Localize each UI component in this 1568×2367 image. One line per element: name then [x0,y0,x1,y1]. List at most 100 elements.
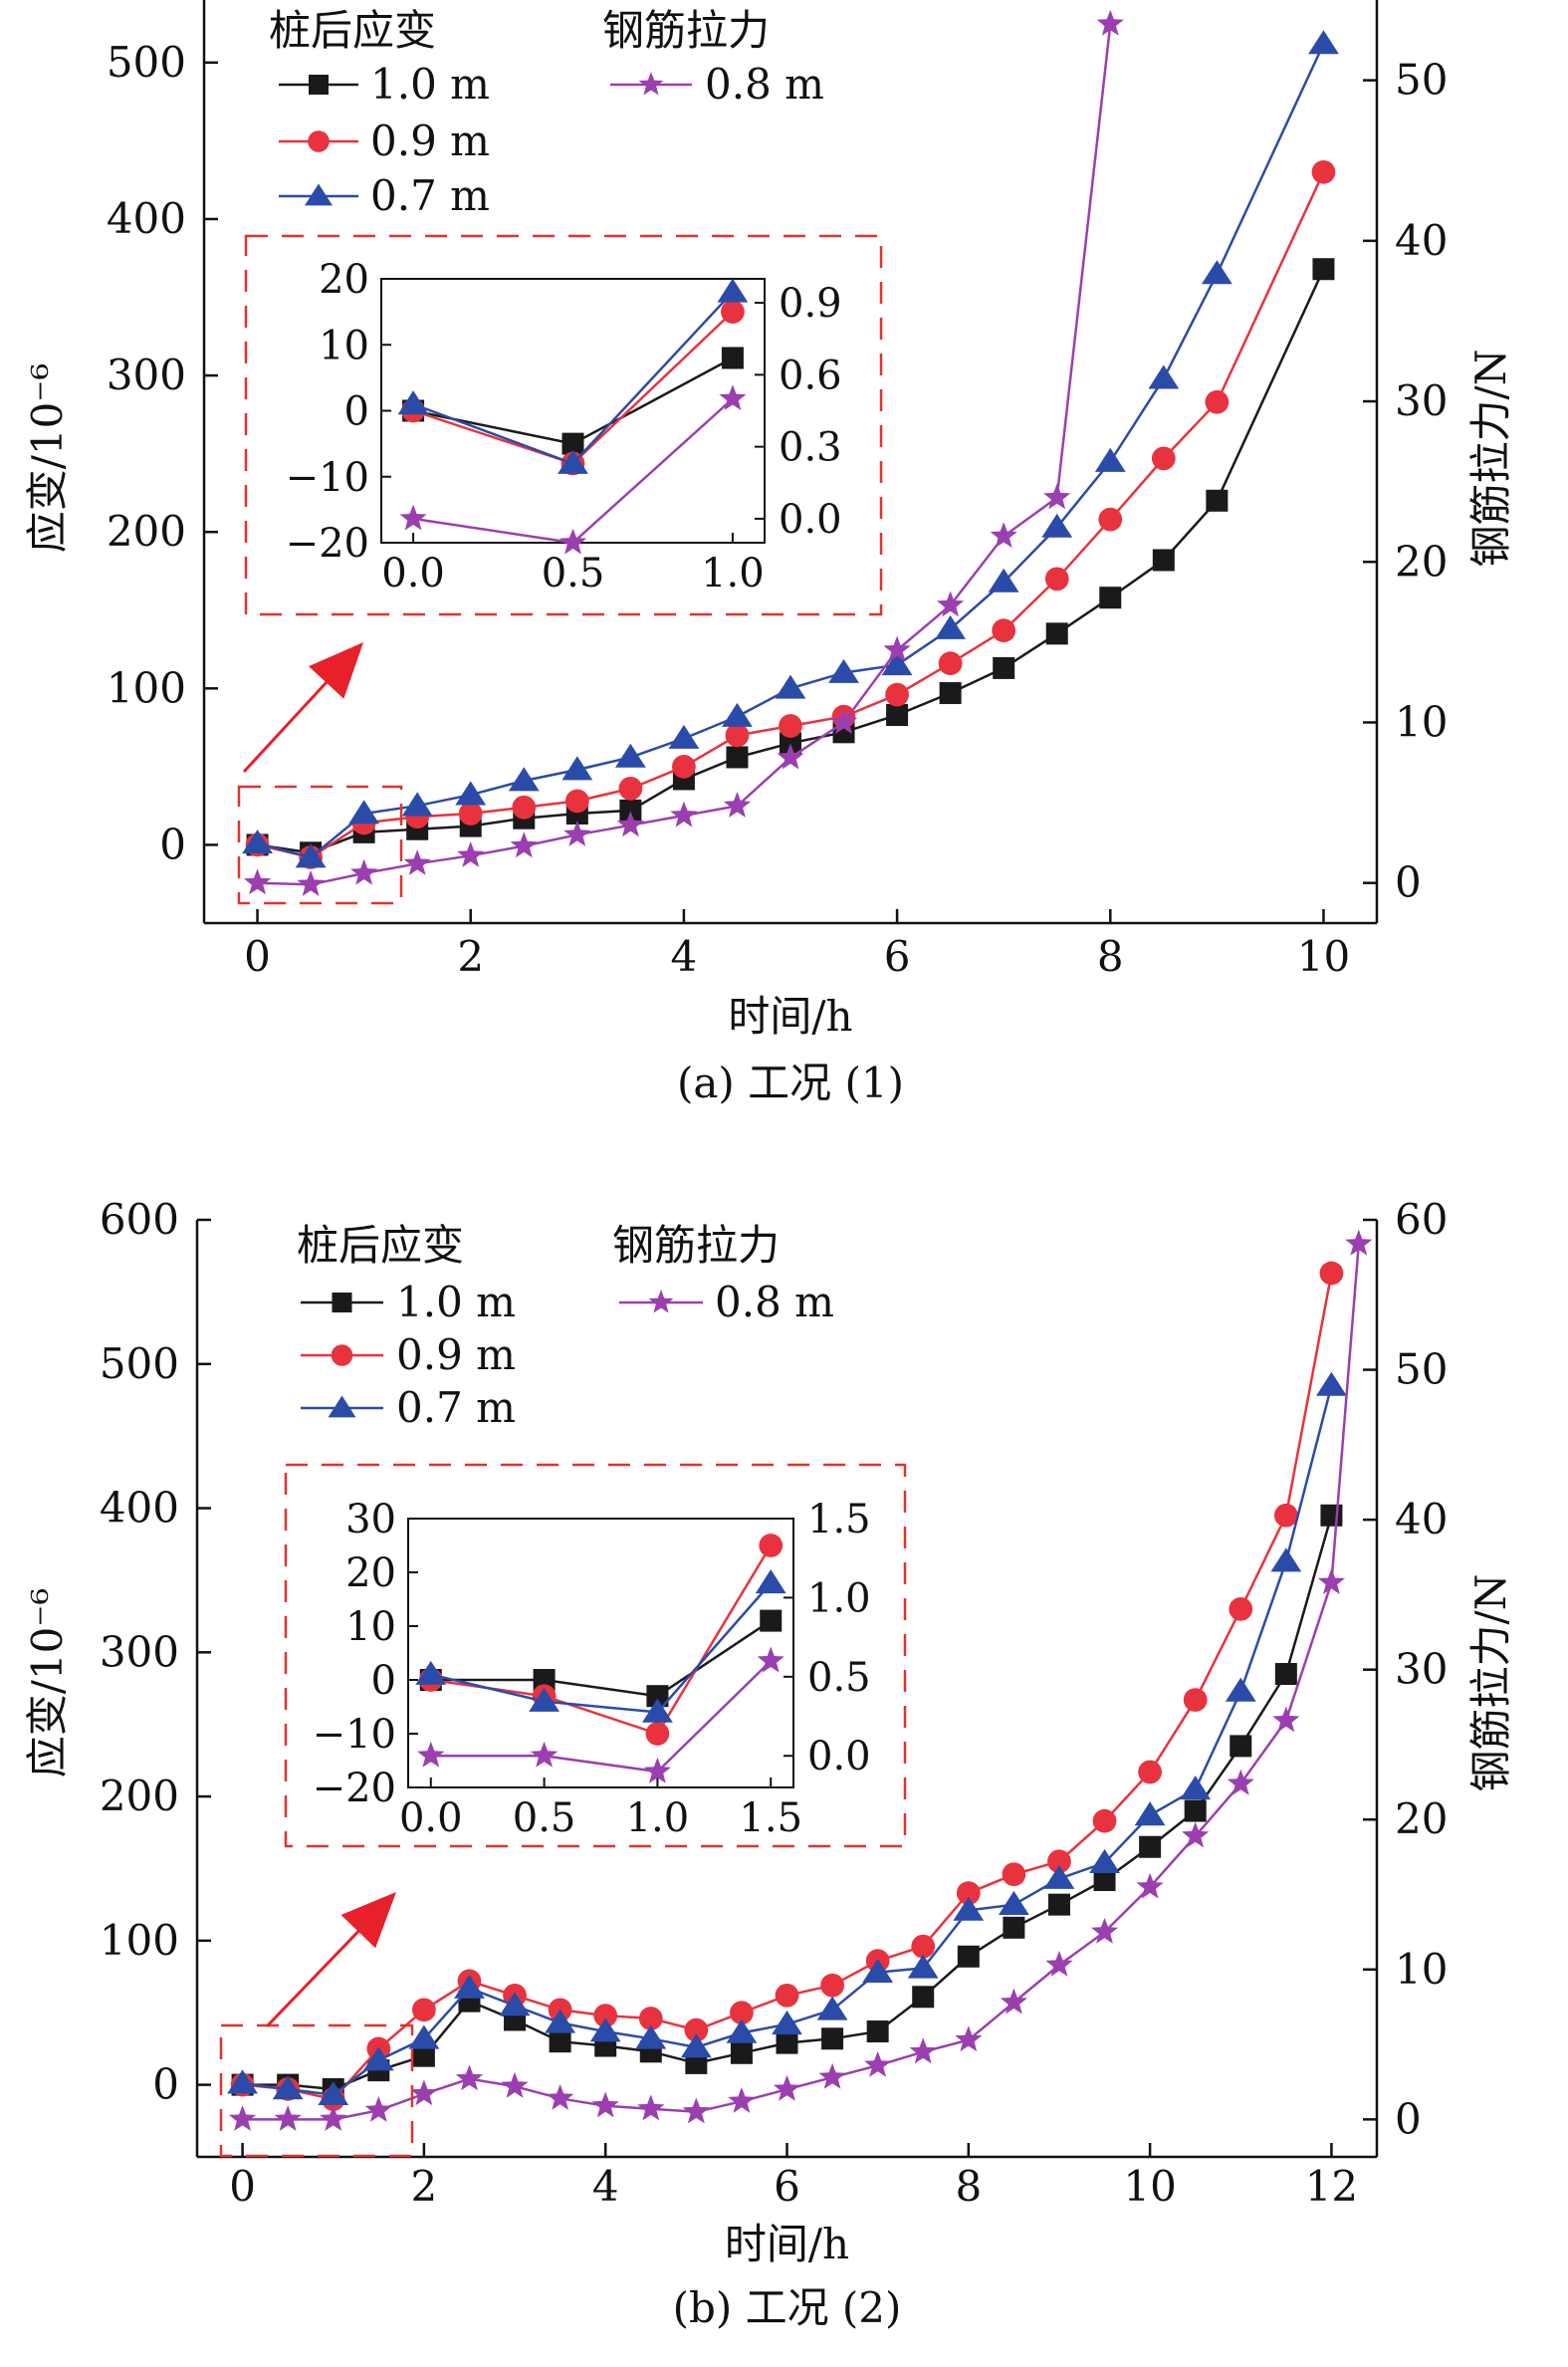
y-tick-label: 600 [100,1195,179,1244]
data-point [1317,1568,1345,1594]
data-point [821,2027,844,2050]
inset-chart: 0.0 0.5 1.0 20 10 0 −10 −20 0.9 0.6 0.3 0.0 [286,257,842,596]
data-point [561,432,584,455]
series-0.7m [242,30,1339,868]
x-tick-label: 2 [411,2162,438,2211]
data-point [242,829,273,854]
legend-label: 0.7 m [370,171,490,220]
data-point [564,789,589,814]
data-point [1201,260,1232,285]
legend-label: 0.8 m [705,60,824,109]
y2-axis-label: 钢筋拉力/N [1466,350,1515,568]
data-point [274,2105,302,2131]
x-tick-label: 4 [592,2162,619,2211]
y2-tick-label: 10 [1395,697,1448,746]
y2-tick-label: 60 [1395,1195,1448,1244]
data-point [1099,587,1122,609]
data-point [1230,1735,1252,1758]
series-line [430,1619,772,1698]
data-point [820,1973,844,1998]
data-point [545,2009,576,2033]
y2-tick-label: 50 [1395,56,1448,105]
data-point [512,795,537,820]
data-point [1319,1261,1344,1286]
y2-tick-label: 0 [1395,2094,1422,2143]
data-point [1090,1917,1119,1944]
data-point [508,767,540,792]
y2-tick-label: 0 [1395,858,1422,907]
legend-marker [648,1290,674,1313]
x-axis-label: 时间/h [728,992,852,1041]
data-point [1136,1872,1164,1899]
data-point [1093,1869,1116,1892]
inset-y-tick-label: 0 [371,1658,396,1704]
data-point [533,1669,556,1691]
data-point [1316,1371,1347,1396]
data-point [719,384,747,410]
data-point [364,2096,392,2122]
series-group [242,9,1339,896]
chart-a: 0 2 4 6 8 10010020030040050001020304050时间/h应变… [23,0,1515,1107]
data-point [935,614,967,639]
data-point [1270,1547,1302,1572]
y-tick-label: 0 [159,820,186,868]
legend-label: 0.9 m [370,117,490,165]
zoom-arrow-shaft [242,664,343,774]
legend-label: 1.0 m [396,1278,516,1326]
data-point [728,2087,756,2113]
x-tick-label: 4 [671,932,698,981]
y2-tick-label: 10 [1395,1945,1448,1994]
legend-title: 钢筋拉力 [602,6,770,55]
data-point [1098,507,1123,532]
data-point [1151,446,1176,471]
data-point [730,2041,753,2064]
data-point [682,2097,710,2124]
data-point [297,870,325,896]
zoom-region-box [219,2023,414,2158]
series-0.9m [245,159,1336,869]
series-group [227,1229,1373,2131]
data-point [755,1569,786,1594]
inset-y2-tick-label: 0.0 [807,1734,871,1779]
inset-y-tick-label: 30 [345,1497,396,1542]
inset-x-tick-label: 1.5 [739,1795,802,1841]
data-point [717,278,749,303]
x-tick-label: 10 [1123,2162,1176,2211]
data-point [680,2033,712,2058]
zoom-arrow-shaft [265,1915,374,2028]
data-point [350,858,378,885]
y-tick-label: 100 [100,1916,179,1965]
data-point [775,674,806,699]
data-point [730,2001,754,2025]
data-point [1000,1988,1027,2014]
data-point [399,504,427,531]
data-point [1320,1504,1343,1527]
data-point [549,2030,571,2053]
inset-series-0.7m [397,278,749,474]
series-line [430,1660,773,1774]
y-tick-label: 500 [100,1339,179,1388]
data-point [721,347,744,369]
data-point [397,390,429,415]
x-tick-label: 2 [457,932,484,981]
data-point [455,781,487,806]
data-point [668,724,700,749]
axes: 0 2 4 6 8 10 120100200300400500600010203040506… [100,1195,1449,2211]
series-line [257,43,1325,859]
y2-tick-label: 20 [1395,1794,1448,1843]
data-point [458,802,483,826]
data-point [1182,1821,1210,1848]
x-tick-label: 0 [244,932,271,981]
data-point [862,1958,894,1984]
data-point [499,1992,531,2016]
series-0.7m [227,1371,1347,2106]
data-point [1043,483,1071,510]
inset-y-tick-label: 10 [319,323,369,368]
data-point [1308,30,1339,55]
inset-y-tick-label: 0 [344,389,369,435]
data-point [619,799,642,822]
legend-title: 钢筋拉力 [612,1221,780,1270]
data-point [775,1983,799,2008]
caption: (a) 工况 (1) [677,1059,904,1107]
data-point [1096,9,1124,36]
